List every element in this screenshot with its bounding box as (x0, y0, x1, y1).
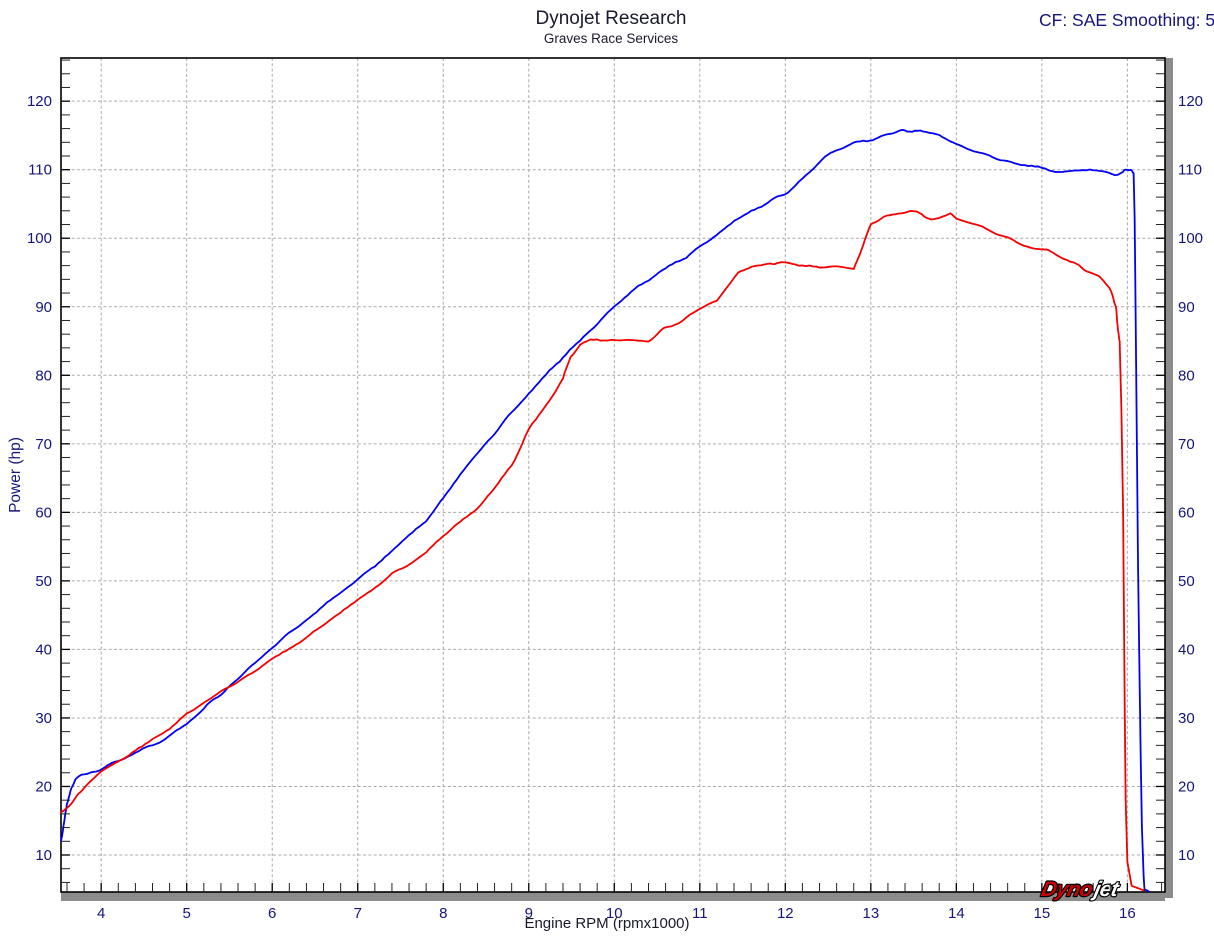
svg-text:90: 90 (35, 299, 52, 316)
svg-text:10: 10 (1178, 847, 1195, 864)
svg-text:100: 100 (1178, 230, 1203, 247)
svg-text:Dyno: Dyno (1039, 878, 1095, 901)
svg-text:70: 70 (35, 436, 52, 453)
svg-text:30: 30 (1178, 710, 1195, 727)
svg-text:20: 20 (35, 778, 52, 795)
svg-text:70: 70 (1178, 436, 1195, 453)
svg-text:60: 60 (1178, 504, 1195, 521)
svg-text:60: 60 (35, 504, 52, 521)
svg-text:40: 40 (35, 641, 52, 658)
svg-text:10: 10 (35, 847, 52, 864)
svg-text:100: 100 (27, 230, 52, 247)
svg-text:80: 80 (35, 367, 52, 384)
svg-text:110: 110 (1178, 162, 1202, 179)
svg-text:80: 80 (1178, 367, 1195, 384)
svg-text:110: 110 (28, 162, 52, 179)
svg-text:30: 30 (35, 710, 52, 727)
svg-text:20: 20 (1178, 778, 1195, 795)
svg-text:50: 50 (35, 573, 52, 590)
svg-text:50: 50 (1178, 573, 1195, 590)
svg-text:40: 40 (1178, 641, 1195, 658)
svg-text:120: 120 (1178, 93, 1203, 110)
svg-text:120: 120 (27, 93, 52, 110)
svg-text:90: 90 (1178, 299, 1195, 316)
svg-text:Power (hp): Power (hp) (7, 437, 24, 513)
